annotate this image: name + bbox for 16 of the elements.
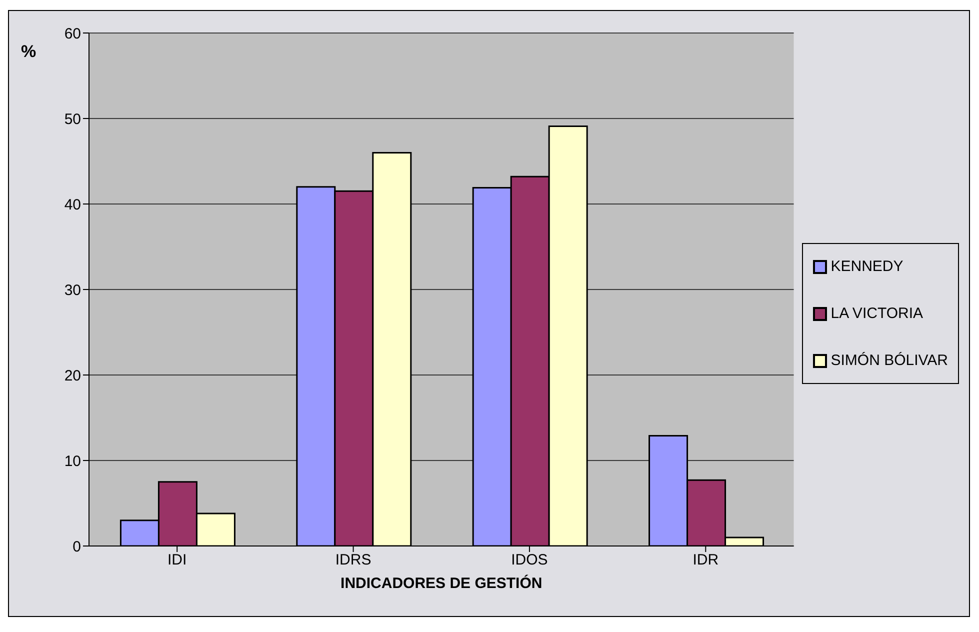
legend-label: LA VICTORIA xyxy=(830,305,924,322)
x-axis-title: INDICADORES DE GESTIÓN xyxy=(340,574,542,592)
y-tick-label: 40 xyxy=(64,196,81,214)
y-tick-label: 10 xyxy=(64,452,81,470)
y-tick-label: 20 xyxy=(64,367,81,384)
x-tick-label: IDOS xyxy=(511,552,548,569)
x-tick-label: IDRS xyxy=(335,552,372,569)
x-tick-label: IDR xyxy=(692,552,719,569)
y-tick-label: 50 xyxy=(64,110,81,128)
y-tick-label: 60 xyxy=(64,25,81,42)
y-tick-label: 30 xyxy=(64,282,81,299)
legend-label: SIMÓN BÓLIVAR xyxy=(830,352,948,369)
x-tick-label: IDI xyxy=(168,552,187,569)
y-tick-label: 0 xyxy=(72,538,81,556)
legend-label: KENNEDY xyxy=(830,258,904,275)
y-axis-title: % xyxy=(21,42,36,62)
